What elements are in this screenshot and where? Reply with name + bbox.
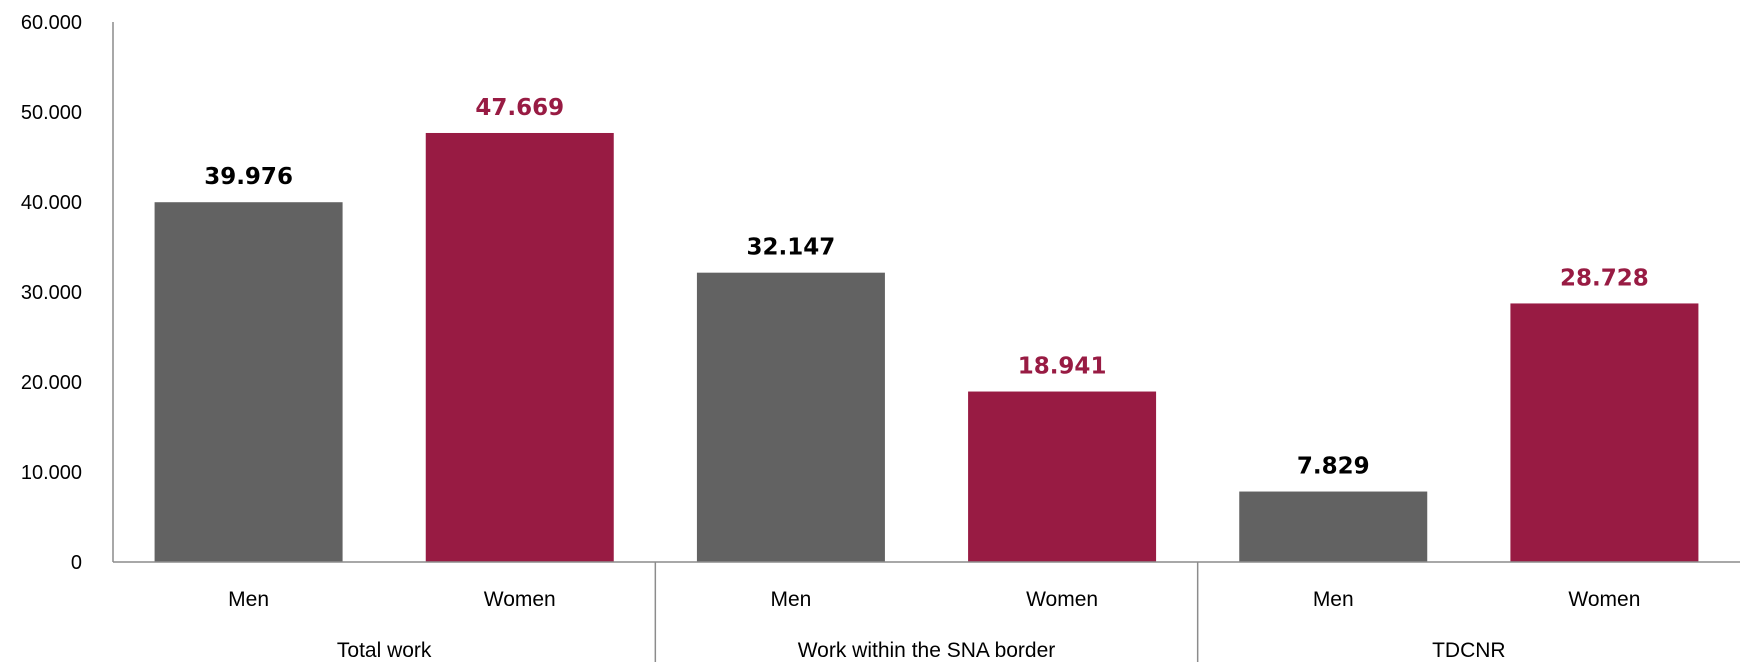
y-axis: 0 10.000 20.000 30.000 40.000 50.000 60.000	[21, 12, 114, 574]
data-label: 39.976	[204, 164, 293, 190]
data-label: 28.728	[1560, 265, 1649, 291]
data-label: 32.147	[747, 235, 836, 261]
category-label: Women	[484, 588, 556, 611]
y-tick-label: 50.000	[21, 102, 82, 124]
group-label: TDCNR	[1432, 639, 1506, 662]
y-tick-label: 40.000	[21, 192, 82, 214]
category-label: Women	[1568, 588, 1640, 611]
bar-men-3	[1239, 491, 1428, 562]
category-label: Men	[228, 588, 269, 611]
group-label: Work within the SNA border	[798, 639, 1056, 662]
bar-women-3	[1510, 303, 1699, 562]
bar-men-1	[154, 202, 343, 562]
y-tick-label: 60.000	[21, 12, 82, 34]
bar-women-1	[425, 132, 614, 562]
bars: 39.976 47.669 32.147 18.941 7.829 28.728	[154, 95, 1699, 562]
x-axis: Men Women Total work Men Women Work within th…	[113, 561, 1740, 662]
y-tick-label: 20.000	[21, 372, 82, 394]
category-label: Men	[1313, 588, 1354, 611]
data-label: 47.669	[475, 95, 564, 121]
data-label: 18.941	[1018, 354, 1107, 380]
category-label: Men	[770, 588, 811, 611]
bar-men-2	[696, 272, 885, 562]
data-label: 7.829	[1297, 454, 1370, 480]
y-tick-label: 30.000	[21, 282, 82, 304]
y-tick-label: 10.000	[21, 462, 82, 484]
bar-women-2	[968, 391, 1157, 562]
category-label: Women	[1026, 588, 1098, 611]
y-tick-label: 0	[71, 552, 82, 574]
group-label: Total work	[337, 639, 432, 662]
